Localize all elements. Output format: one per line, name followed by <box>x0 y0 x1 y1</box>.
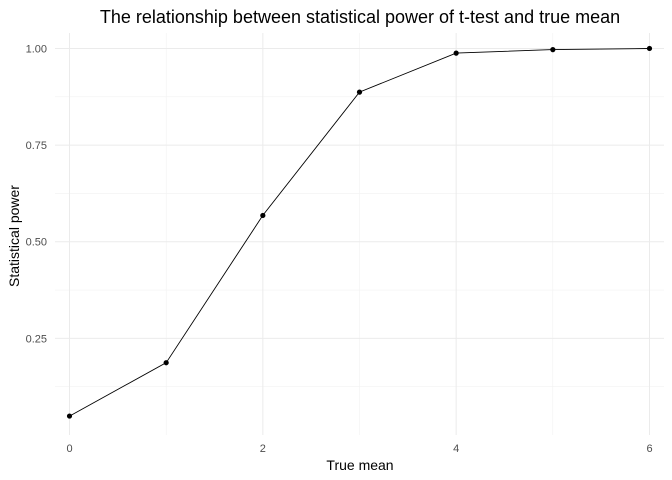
x-tick-label: 6 <box>646 443 652 455</box>
y-axis-ticks: 0.25 0.50 0.75 1.00 <box>26 43 47 345</box>
x-axis-title: True mean <box>326 457 393 473</box>
y-tick-label: 1.00 <box>26 43 47 55</box>
y-tick-label: 0.50 <box>26 237 47 249</box>
x-tick-label: 4 <box>453 443 459 455</box>
data-point <box>550 47 556 53</box>
chart-title: The relationship between statistical pow… <box>100 7 620 27</box>
data-point <box>646 45 653 52</box>
y-tick-label: 0.25 <box>26 333 47 345</box>
x-axis-ticks: 0 2 4 6 <box>66 443 652 455</box>
x-tick-label: 0 <box>66 443 72 455</box>
y-axis-title: Statistical power <box>6 185 22 287</box>
data-points <box>66 45 653 419</box>
data-point <box>66 413 73 419</box>
data-point <box>260 212 266 219</box>
x-tick-label: 2 <box>260 443 266 455</box>
y-tick-label: 0.75 <box>26 140 47 152</box>
data-point <box>453 50 459 56</box>
data-point <box>356 89 363 95</box>
data-point <box>163 360 169 366</box>
grid <box>55 33 664 435</box>
